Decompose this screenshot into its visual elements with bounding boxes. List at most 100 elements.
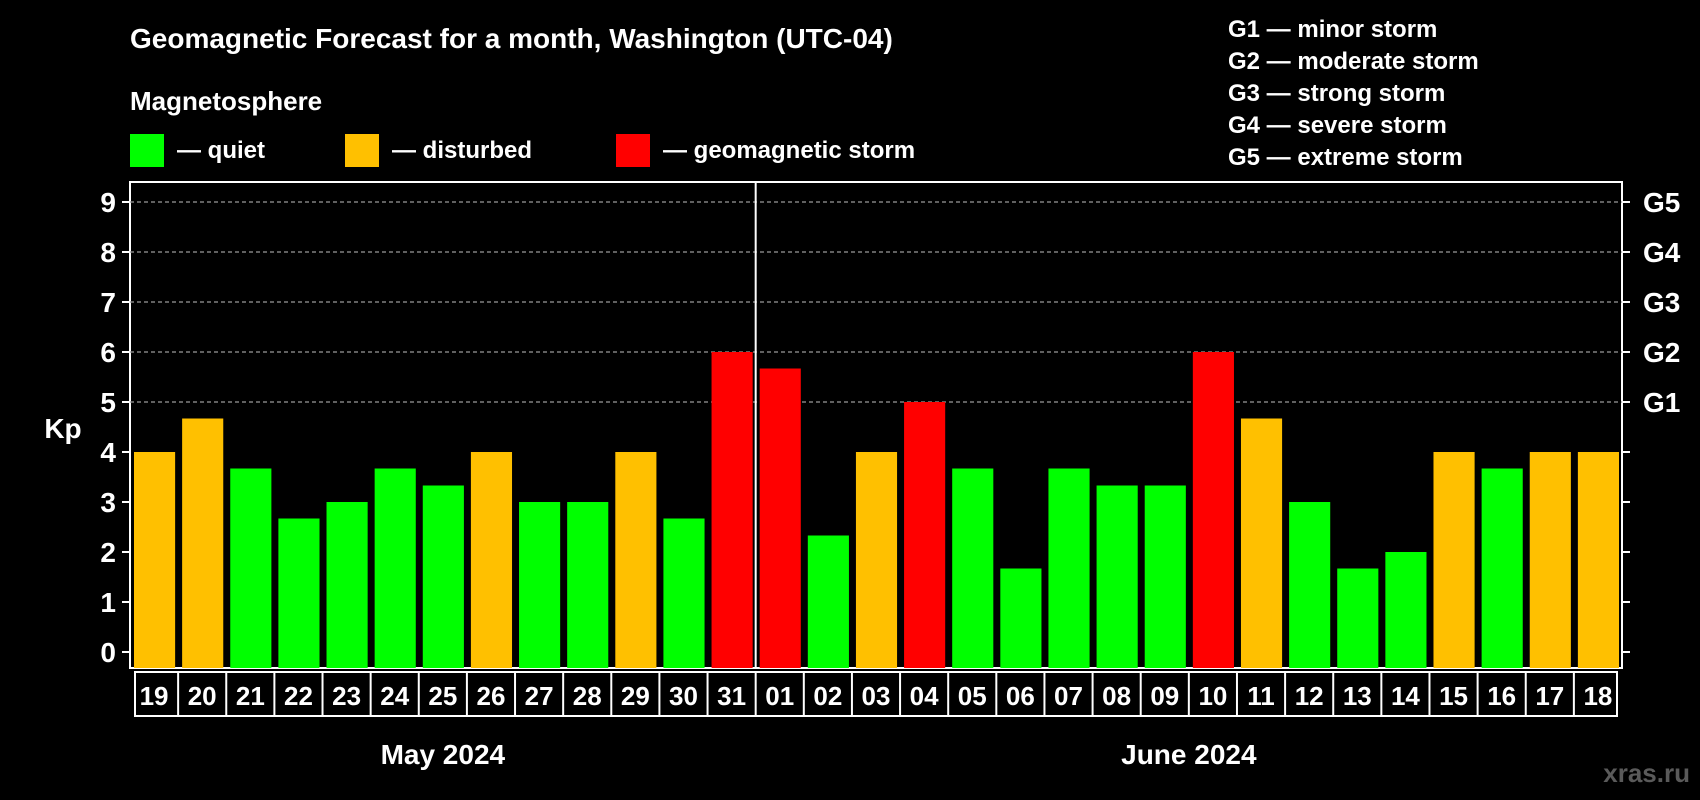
legend-label-quiet: — quiet: [177, 137, 265, 164]
bar: [1433, 452, 1475, 668]
legend-swatch-storm: [616, 134, 650, 167]
x-tick-label: 31: [717, 681, 746, 711]
bar: [615, 452, 657, 668]
x-tick-label: 19: [140, 681, 169, 711]
bar: [374, 468, 416, 668]
x-tick-label: 25: [428, 681, 457, 711]
y-tick-label: 6: [100, 337, 116, 368]
date-strip: [134, 671, 1618, 717]
y-tick-label: 4: [100, 437, 116, 468]
storm-level-g1: G1 — minor storm: [1228, 16, 1437, 43]
x-tick-label: 06: [1006, 681, 1035, 711]
x-tick-label: 18: [1583, 681, 1612, 711]
bar: [855, 452, 898, 668]
g-level-label: G2: [1643, 337, 1680, 368]
x-tick-label: 10: [1198, 681, 1227, 711]
legend-quiet: — quiet: [130, 134, 265, 167]
bar: [1000, 568, 1042, 668]
x-tick-label: 07: [1054, 681, 1083, 711]
bar: [326, 502, 368, 668]
x-tick-label: 13: [1343, 681, 1372, 711]
x-tick-label: 30: [669, 681, 698, 711]
y-tick-label: 0: [100, 637, 116, 668]
y-axis-label: Kp: [44, 413, 81, 444]
g-level-label: G3: [1643, 287, 1680, 318]
x-tick-label: 20: [188, 681, 217, 711]
bar: [952, 468, 994, 668]
y-tick-label: 9: [100, 187, 116, 218]
x-tick-label: 05: [958, 681, 987, 711]
bar: [134, 452, 176, 668]
x-tick-label: 23: [332, 681, 361, 711]
x-tick-label: 14: [1391, 681, 1420, 711]
legend-label-disturbed: — disturbed: [392, 137, 532, 164]
legend-heading: Magnetosphere: [130, 86, 322, 116]
legend-disturbed: — disturbed: [345, 134, 532, 167]
x-tick-label: 16: [1487, 681, 1516, 711]
legend-label-storm: — geomagnetic storm: [663, 137, 915, 164]
x-tick-label: 03: [862, 681, 891, 711]
y-tick-label: 8: [100, 237, 116, 268]
storm-level-g5: G5 — extreme storm: [1228, 144, 1463, 171]
bar: [1481, 468, 1523, 668]
watermark: xras.ru: [1603, 758, 1690, 788]
storm-level-g3: G3 — strong storm: [1228, 80, 1445, 107]
storm-level-g4: G4 — severe storm: [1228, 112, 1447, 139]
chart-title: Geomagnetic Forecast for a month, Washin…: [130, 23, 893, 54]
bar: [1337, 568, 1379, 668]
bar: [1192, 352, 1234, 668]
bar: [519, 502, 561, 668]
bar: [1096, 485, 1138, 668]
x-tick-label: 26: [477, 681, 506, 711]
legend-swatch-quiet: [130, 134, 164, 167]
g-level-label: G4: [1643, 237, 1681, 268]
bar: [422, 485, 464, 668]
y-tick-label: 1: [100, 587, 116, 618]
legend-swatch-disturbed: [345, 134, 379, 167]
bar: [1048, 468, 1090, 668]
bar: [1529, 452, 1571, 668]
bar: [230, 468, 272, 668]
bar: [1385, 552, 1427, 668]
x-tick-label: 21: [236, 681, 265, 711]
bar: [1577, 452, 1619, 668]
x-tick-label: 27: [525, 681, 554, 711]
x-tick-label: 08: [1102, 681, 1131, 711]
x-tick-label: 15: [1439, 681, 1468, 711]
x-tick-label: 24: [380, 681, 409, 711]
x-tick-label: 12: [1295, 681, 1324, 711]
y-tick-label: 5: [100, 387, 116, 418]
y-tick-label: 7: [100, 287, 116, 318]
x-tick-label: 29: [621, 681, 650, 711]
x-tick-label: 28: [573, 681, 602, 711]
bar: [663, 518, 705, 668]
bar: [1289, 502, 1331, 668]
bar: [711, 352, 753, 668]
month-label: June 2024: [1121, 739, 1257, 770]
bar: [470, 452, 513, 668]
storm-level-g2: G2 — moderate storm: [1228, 48, 1479, 75]
bar: [759, 368, 801, 668]
month-label: May 2024: [381, 739, 506, 770]
y-tick-label: 2: [100, 537, 116, 568]
bar: [807, 535, 849, 668]
g-level-label: G5: [1643, 187, 1680, 218]
x-tick-label: 11: [1247, 681, 1275, 711]
bar: [1240, 418, 1283, 668]
x-tick-label: 01: [765, 681, 794, 711]
storm-level-legend: G1 — minor storm G2 — moderate storm G3 …: [1228, 16, 1479, 171]
g-level-label: G1: [1643, 387, 1680, 418]
bar: [567, 502, 609, 668]
bar: [182, 418, 224, 668]
x-tick-label: 17: [1535, 681, 1564, 711]
bar: [904, 402, 946, 668]
legend-storm: — geomagnetic storm: [616, 134, 915, 167]
bar: [1144, 485, 1186, 668]
x-tick-label: 04: [910, 681, 939, 711]
x-tick-label: 22: [284, 681, 313, 711]
y-tick-label: 3: [100, 487, 116, 518]
bar: [278, 518, 320, 668]
x-tick-label: 09: [1150, 681, 1179, 711]
